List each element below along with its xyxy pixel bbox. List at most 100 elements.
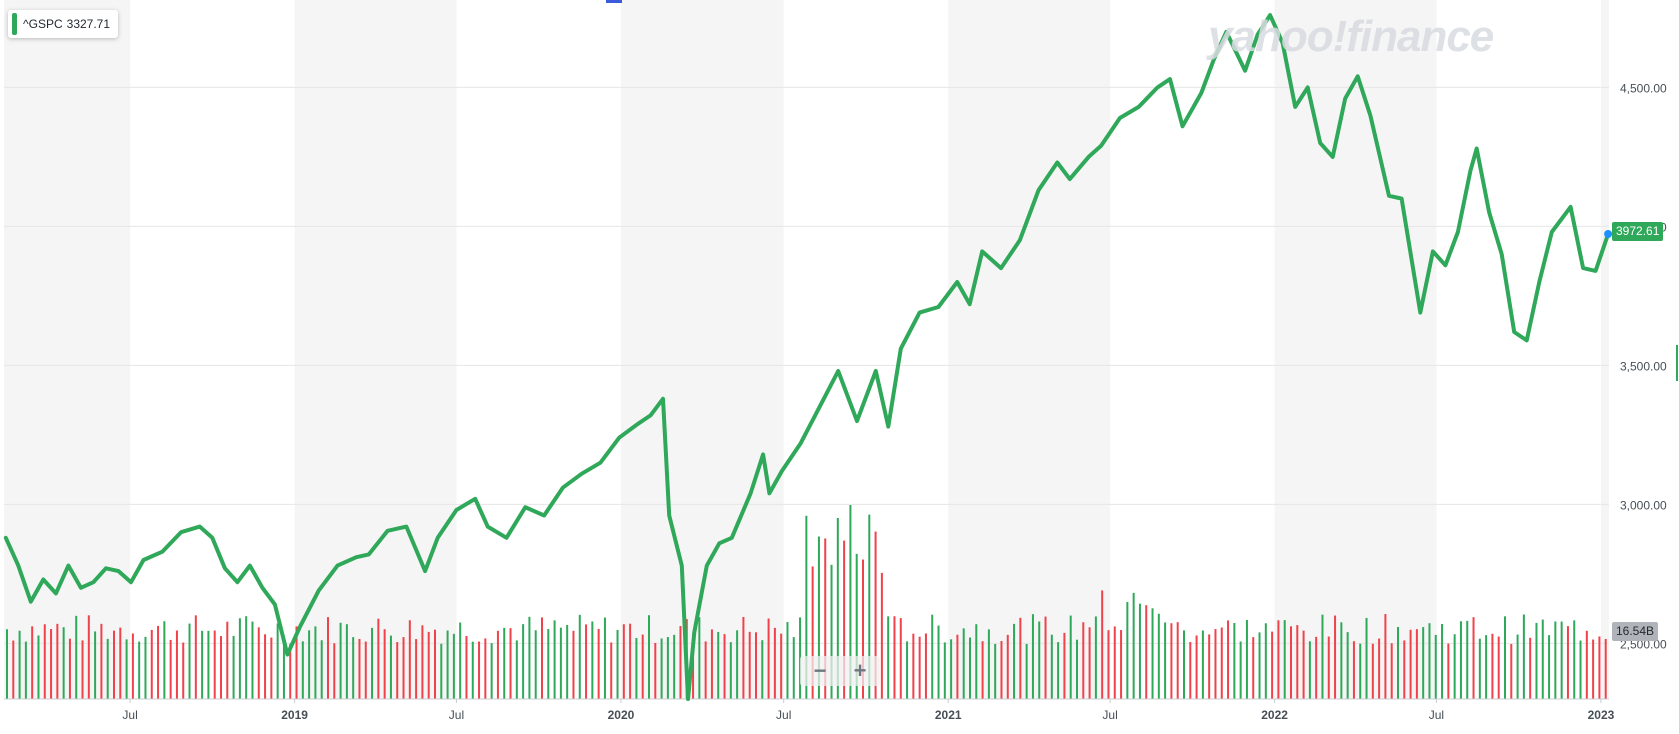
volume-bar — [559, 627, 562, 699]
volume-bar — [1522, 614, 1525, 699]
volume-bar — [1459, 621, 1462, 699]
volume-bar — [1019, 617, 1022, 699]
volume-bar — [1365, 617, 1368, 699]
volume-bar — [893, 616, 896, 699]
volume-bar — [849, 505, 852, 699]
volume-bar — [1271, 631, 1274, 699]
volume-bar — [805, 515, 808, 699]
volume-bar — [503, 627, 506, 699]
volume-bar — [515, 640, 518, 699]
volume-bar — [924, 633, 927, 699]
volume-bar — [1409, 629, 1412, 699]
volume-bar — [1233, 622, 1236, 699]
volume-bar — [289, 643, 292, 699]
volume-bar — [868, 514, 871, 699]
volume-bar — [1579, 640, 1582, 699]
volume-bar — [1170, 623, 1173, 699]
volume-bar — [75, 615, 78, 699]
volume-bar — [862, 559, 864, 699]
volume-bar — [1315, 636, 1318, 699]
price-line — [3, 13, 1611, 701]
series-legend[interactable]: ^GSPC 3327.71 — [8, 10, 119, 38]
volume-bar — [578, 614, 581, 699]
period-band — [4, 0, 131, 699]
volume-bar — [371, 627, 374, 699]
volume-bar — [113, 630, 115, 699]
volume-bar — [528, 616, 531, 699]
volume-bar — [276, 623, 279, 699]
volume-bar — [238, 618, 241, 699]
volume-bar — [308, 630, 311, 699]
volume-bar — [56, 623, 59, 699]
x-tick-label: 2021 — [935, 708, 962, 722]
volume-bar — [1485, 635, 1488, 699]
volume-bar — [616, 629, 619, 699]
volume-bar — [629, 623, 632, 699]
volume-bar — [855, 553, 858, 699]
volume-bar — [1063, 632, 1066, 699]
volume-bar — [679, 626, 682, 699]
volume-bar — [226, 621, 229, 699]
volume-bar — [314, 626, 317, 699]
volume-bar — [1296, 625, 1299, 699]
volume-bar — [1031, 614, 1034, 699]
x-tick-label: Jul — [1102, 708, 1117, 722]
volume-bar — [169, 639, 172, 699]
volume-bar — [1397, 627, 1399, 699]
volume-bar — [144, 636, 147, 699]
volume-bar — [396, 642, 399, 699]
volume-bar — [43, 624, 46, 699]
y-tick-label: 3,500.00 — [1620, 359, 1667, 373]
zoom-in-button[interactable]: + — [853, 658, 867, 683]
volume-bar — [119, 627, 122, 699]
scroll-indicator[interactable] — [1676, 345, 1678, 381]
volume-bar — [182, 642, 185, 699]
volume-bar — [1478, 638, 1481, 699]
volume-bar — [1050, 634, 1053, 699]
y-tick-label: 4,500.00 — [1620, 81, 1667, 95]
volume-bar — [1208, 634, 1211, 699]
volume-bar — [1334, 615, 1337, 699]
volume-bar — [1453, 634, 1456, 699]
volume-bar — [547, 629, 550, 699]
volume-bar — [1510, 643, 1513, 699]
legend-symbol: ^GSPC — [23, 17, 63, 31]
volume-bar — [232, 635, 235, 699]
volume-bar — [1006, 634, 1009, 699]
volume-bar — [106, 638, 109, 699]
volume-bar — [1352, 641, 1355, 699]
volume-bar — [1069, 615, 1072, 699]
volume-bar — [1441, 624, 1444, 699]
volume-bar — [710, 629, 713, 699]
volume-bar — [1264, 623, 1267, 699]
period-bands — [4, 0, 1609, 699]
volume-bar — [465, 635, 468, 699]
volume-bar — [427, 631, 430, 699]
volume-bar — [1245, 620, 1248, 699]
volume-bar — [572, 630, 575, 699]
volume-bar — [12, 640, 15, 699]
volume-bar — [956, 634, 959, 699]
volume-bar — [257, 627, 260, 699]
volume-bar — [969, 637, 971, 699]
volume-bar — [377, 618, 380, 699]
range-handle[interactable] — [606, 0, 622, 3]
volume-bar — [150, 629, 153, 699]
zoom-control[interactable]: − + — [800, 656, 880, 686]
volume-bar — [962, 628, 965, 699]
volume-bar — [975, 624, 978, 699]
series-color-swatch — [12, 13, 17, 35]
volume-bar — [1201, 630, 1204, 699]
volume-bar — [245, 616, 248, 699]
y-axis: 4,500.004,000.003,500.003,000.002,500.00 — [1620, 81, 1667, 651]
volume-bar — [522, 624, 525, 699]
volume-bar — [1000, 641, 1003, 699]
volume-bar — [1290, 626, 1292, 699]
volume-bar — [1088, 627, 1091, 699]
volume-bar — [175, 630, 178, 699]
volume-bar — [251, 621, 254, 699]
zoom-out-button[interactable]: − — [813, 658, 827, 683]
y-tick-label: 3,000.00 — [1620, 498, 1667, 512]
